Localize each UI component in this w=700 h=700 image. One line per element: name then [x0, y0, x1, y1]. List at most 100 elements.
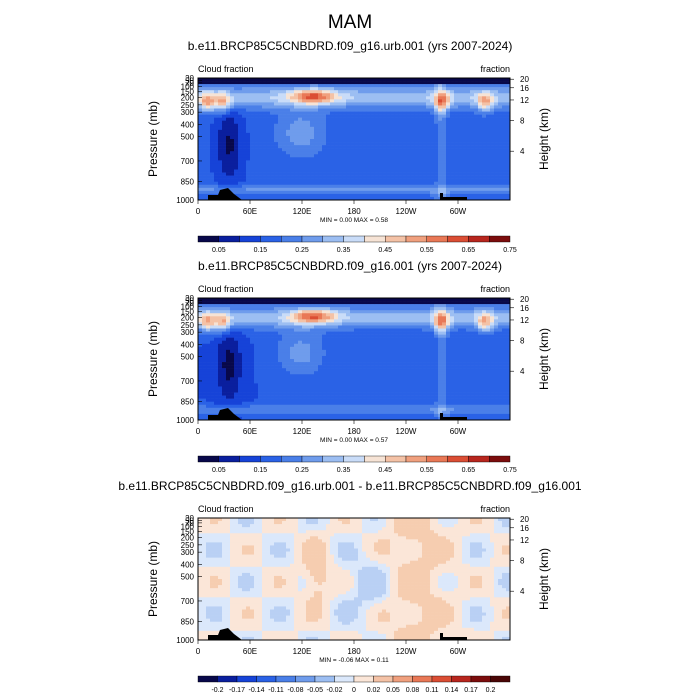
heatmap-cell — [246, 407, 251, 412]
heatmap-cell — [302, 102, 307, 106]
heatmap-cell — [382, 111, 387, 115]
heatmap-cell — [318, 355, 323, 360]
heatmap-cell — [434, 117, 439, 121]
heatmap-cell — [410, 175, 415, 179]
heatmap-cell — [350, 96, 355, 100]
heatmap-cell — [466, 187, 471, 192]
heatmap-cell — [362, 78, 367, 82]
heatmap-cell — [506, 196, 511, 201]
heatmap-cell — [282, 337, 287, 341]
heatmap-cell — [330, 383, 335, 387]
heatmap-cell — [282, 142, 287, 146]
heatmap-cell — [442, 151, 447, 155]
heatmap-cell — [222, 365, 227, 369]
heatmap-cell — [298, 310, 303, 314]
heatmap-cell — [250, 129, 255, 134]
heatmap-cell — [330, 340, 335, 345]
heatmap-cell — [226, 117, 231, 121]
heatmap-cell — [198, 102, 203, 106]
heatmap-cell — [422, 129, 427, 134]
heatmap-cell — [214, 114, 219, 118]
heatmap-cell — [366, 111, 371, 115]
heatmap-cell — [346, 386, 351, 390]
heatmap-cell — [482, 151, 487, 155]
heatmap-cell — [442, 78, 447, 82]
heatmap-cell — [250, 340, 255, 345]
heatmap-cell — [250, 392, 255, 396]
heatmap-cell — [334, 407, 339, 412]
heatmap-cell — [450, 151, 455, 155]
heatmap-cell — [342, 328, 347, 332]
heatmap-cell — [438, 190, 443, 195]
heatmap-cell — [246, 102, 251, 106]
heatmap-cell — [414, 169, 419, 173]
heatmap-cell — [406, 175, 411, 179]
heatmap-cell — [486, 148, 491, 152]
heatmap-cell — [398, 178, 403, 182]
heatmap-cell — [238, 163, 243, 167]
heatmap-cell — [402, 111, 407, 115]
heatmap-cell — [446, 132, 451, 137]
heatmap-cell — [298, 301, 303, 305]
heatmap-cell — [406, 102, 411, 106]
heatmap-cell — [346, 166, 351, 170]
heatmap-cell — [430, 175, 435, 179]
heatmap-cell — [414, 105, 419, 109]
heatmap-cell — [234, 193, 239, 198]
heatmap-cell — [306, 84, 311, 88]
heatmap-cell — [414, 157, 419, 161]
heatmap-cell — [202, 307, 207, 311]
heatmap-cell — [502, 151, 507, 155]
heatmap-cell — [246, 87, 251, 91]
heatmap-cell — [362, 355, 367, 360]
heatmap-cell — [290, 99, 295, 103]
heatmap-cell — [330, 78, 335, 82]
heatmap-cell — [366, 319, 371, 323]
heatmap-cell — [506, 148, 511, 152]
heatmap-cell — [206, 111, 211, 115]
heatmap-cell — [494, 193, 499, 198]
heatmap-cell — [346, 416, 351, 421]
heatmap-cell — [310, 172, 315, 176]
heatmap-cell — [494, 187, 499, 192]
heatmap-cell — [330, 108, 335, 112]
heatmap-cell — [490, 157, 495, 161]
heatmap-cell — [374, 105, 379, 109]
heatmap-cell — [350, 346, 355, 351]
heatmap-cell — [242, 84, 247, 88]
heatmap-cell — [238, 365, 243, 369]
heatmap-cell — [286, 84, 291, 88]
heatmap-cell — [230, 84, 235, 88]
heatmap-cell — [266, 111, 271, 115]
heatmap-cell — [438, 187, 443, 192]
heatmap-cell — [202, 410, 207, 415]
heatmap-cell — [374, 163, 379, 167]
heatmap-cell — [286, 129, 291, 134]
heatmap-cell — [430, 142, 435, 146]
heatmap-cell — [486, 166, 491, 170]
heatmap-cell — [238, 105, 243, 109]
heatmap-cell — [226, 362, 231, 366]
heatmap-cell — [286, 313, 291, 317]
heatmap-cell — [410, 90, 415, 94]
heatmap-cell — [374, 99, 379, 103]
heatmap-cell — [246, 178, 251, 182]
heatmap-cell — [342, 142, 347, 146]
heatmap-cell — [226, 328, 231, 332]
heatmap-cell — [218, 331, 223, 335]
heatmap-cell — [266, 148, 271, 152]
heatmap-cell — [286, 190, 291, 195]
heatmap-cell — [274, 99, 279, 103]
heatmap-cell — [230, 145, 235, 149]
heatmap-cell — [298, 362, 303, 366]
heatmap-cell — [242, 389, 247, 393]
heatmap-cell — [202, 340, 207, 345]
heatmap-cell — [338, 413, 343, 418]
heatmap-cell — [274, 298, 279, 302]
heatmap-cell — [486, 190, 491, 195]
heatmap-cell — [322, 389, 327, 393]
heatmap-cell — [302, 365, 307, 369]
heatmap-cell — [278, 377, 283, 381]
heatmap-cell — [322, 108, 327, 112]
heatmap-cell — [274, 175, 279, 179]
